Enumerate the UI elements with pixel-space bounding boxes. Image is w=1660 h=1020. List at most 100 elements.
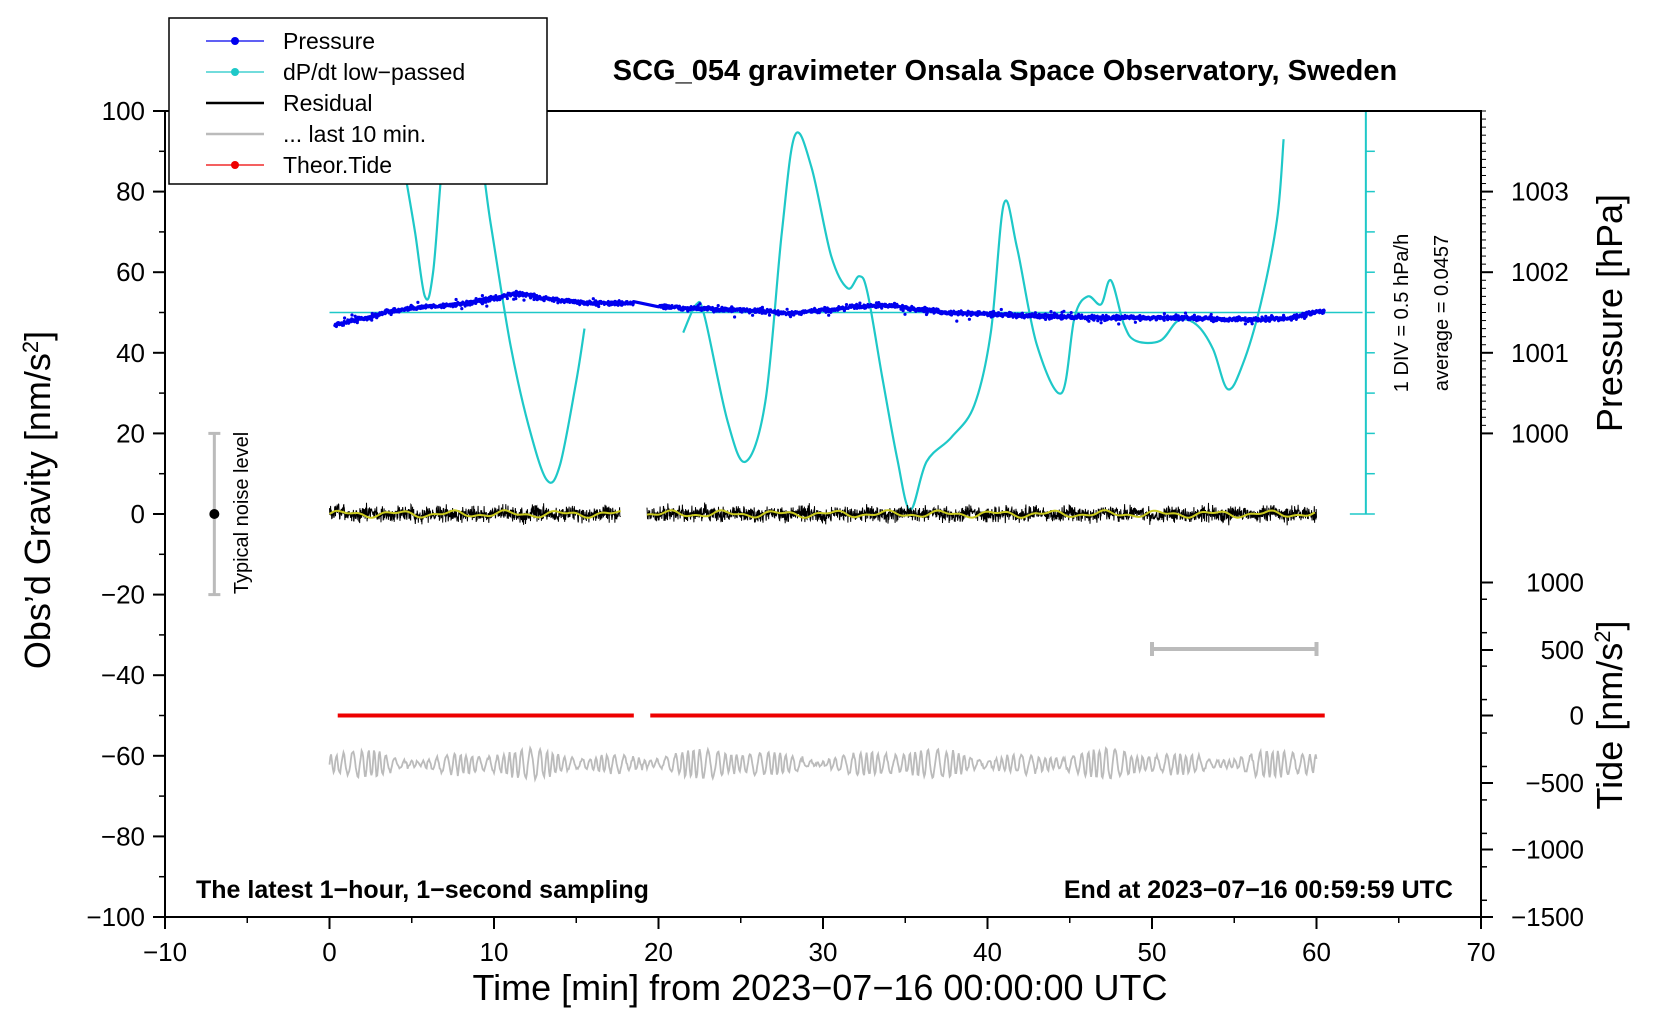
y-tick-label: −60 bbox=[101, 741, 145, 771]
pressure-point bbox=[1250, 322, 1254, 326]
x-tick-label: 60 bbox=[1302, 937, 1331, 967]
pressure-point bbox=[1066, 313, 1070, 317]
tide-tick-label: 1000 bbox=[1526, 568, 1584, 598]
legend-marker bbox=[231, 37, 239, 45]
legend-item-label: Pressure bbox=[283, 28, 375, 54]
annotation-end-time: End at 2023−07−16 00:59:59 UTC bbox=[1064, 876, 1453, 904]
pressure-point bbox=[597, 304, 601, 309]
pressure-point bbox=[817, 311, 821, 315]
pressure-point bbox=[895, 302, 899, 306]
pressure-point bbox=[751, 313, 755, 317]
pressure-point bbox=[1030, 312, 1034, 316]
pressure-point bbox=[944, 310, 948, 314]
pressure-point bbox=[395, 309, 399, 314]
tide-tick-label: −1000 bbox=[1511, 834, 1584, 864]
pressure-point bbox=[912, 306, 916, 310]
pressure-point bbox=[720, 305, 724, 309]
pressure-point bbox=[370, 318, 374, 322]
pressure-point bbox=[1260, 315, 1264, 319]
legend-item-label: dP/dt low−passed bbox=[283, 59, 465, 85]
pressure-point bbox=[1318, 310, 1322, 314]
pressure-point bbox=[852, 306, 857, 310]
pressure-point bbox=[532, 294, 537, 298]
pressure-point bbox=[1276, 316, 1280, 320]
pressure-point bbox=[406, 308, 410, 312]
pressure-point bbox=[1049, 316, 1054, 320]
pressure-point bbox=[485, 304, 489, 308]
pressure-point bbox=[738, 307, 742, 311]
x-tick-label: 40 bbox=[973, 937, 1002, 967]
pressure-point bbox=[788, 315, 793, 319]
pressure-point bbox=[590, 302, 594, 306]
y-tick-label: 40 bbox=[116, 338, 145, 368]
pressure-point bbox=[367, 315, 371, 319]
dpdt-scale-label: 1 DIV = 0.5 hPa/h bbox=[1391, 234, 1413, 392]
pressure-point bbox=[877, 301, 881, 305]
pressure-point bbox=[706, 305, 711, 309]
y-tick-label: −20 bbox=[101, 580, 145, 610]
x-tick-label: 10 bbox=[480, 937, 509, 967]
pressure-point bbox=[631, 302, 635, 306]
pressure-point bbox=[1141, 316, 1145, 321]
pressure-point bbox=[1096, 319, 1100, 323]
pressure-point bbox=[350, 313, 354, 317]
tide-tick-label: −500 bbox=[1525, 768, 1584, 798]
pressure-point bbox=[616, 301, 620, 305]
pressure-point bbox=[591, 297, 595, 301]
pressure-point bbox=[433, 305, 437, 309]
pressure-point bbox=[375, 316, 379, 320]
pressure-point bbox=[1192, 313, 1196, 317]
pressure-tick-label: 1000 bbox=[1511, 418, 1569, 448]
tide-tick-label: 500 bbox=[1541, 635, 1584, 665]
chart-title: SCG_054 gravimeter Onsala Space Observat… bbox=[613, 55, 1397, 87]
pressure-point bbox=[842, 309, 847, 313]
pressure-point bbox=[894, 305, 898, 309]
pressure-point bbox=[355, 321, 359, 325]
y-axis-label-tide: Tide [nm/s2] bbox=[1589, 621, 1630, 810]
ticks-layer: −10 0 10 20 30 40 50 60 70−100−80−60−40−20020406… bbox=[86, 96, 1584, 967]
pressure-point bbox=[923, 306, 927, 310]
pressure-point bbox=[1138, 314, 1142, 318]
x-tick-label: 30 bbox=[809, 937, 838, 967]
y-tick-label: 80 bbox=[116, 177, 145, 207]
legend: Pressure dP/dt low−passed Residual ... last… bbox=[168, 17, 548, 185]
pressure-point bbox=[758, 308, 762, 312]
pressure-series bbox=[333, 289, 1326, 329]
pressure-point bbox=[733, 315, 737, 319]
pressure-point bbox=[1037, 312, 1041, 316]
pressure-point bbox=[917, 309, 921, 313]
pressure-point bbox=[999, 307, 1003, 312]
y-tick-label: −100 bbox=[86, 902, 145, 932]
pressure-point bbox=[532, 297, 536, 302]
pressure-point bbox=[484, 300, 488, 304]
pressure-point bbox=[946, 311, 950, 316]
annotation-latest-hour: The latest 1−hour, 1−second sampling bbox=[196, 876, 649, 904]
pressure-point bbox=[696, 304, 700, 308]
pressure-point bbox=[1077, 312, 1081, 317]
y-axis-label-tide-end: ] bbox=[1589, 621, 1630, 631]
pressure-point bbox=[858, 301, 862, 305]
pressure-point bbox=[618, 301, 622, 305]
pressure-point bbox=[977, 310, 981, 314]
pressure-point bbox=[1033, 311, 1037, 315]
pressure-point bbox=[480, 294, 484, 298]
pressure-point bbox=[903, 312, 907, 316]
pressure-point bbox=[1309, 313, 1313, 317]
legend-box bbox=[168, 17, 548, 185]
x-axis-label: Time [min] from 2023−07−16 00:00:00 UTC bbox=[472, 967, 1167, 1008]
pressure-point bbox=[908, 308, 912, 312]
pressure-point bbox=[901, 309, 905, 313]
legend-marker bbox=[231, 68, 239, 76]
pressure-point bbox=[1008, 311, 1013, 315]
pressure-point bbox=[620, 303, 624, 307]
pressure-point bbox=[608, 302, 612, 306]
pressure-point bbox=[990, 310, 994, 314]
pressure-point bbox=[1052, 311, 1056, 315]
pressure-point bbox=[390, 308, 395, 312]
pressure-point bbox=[1154, 318, 1158, 322]
pressure-point bbox=[970, 310, 974, 314]
pressure-point bbox=[716, 304, 720, 308]
y-axis-label-left-end: ] bbox=[17, 331, 58, 341]
pressure-point bbox=[1209, 312, 1213, 317]
